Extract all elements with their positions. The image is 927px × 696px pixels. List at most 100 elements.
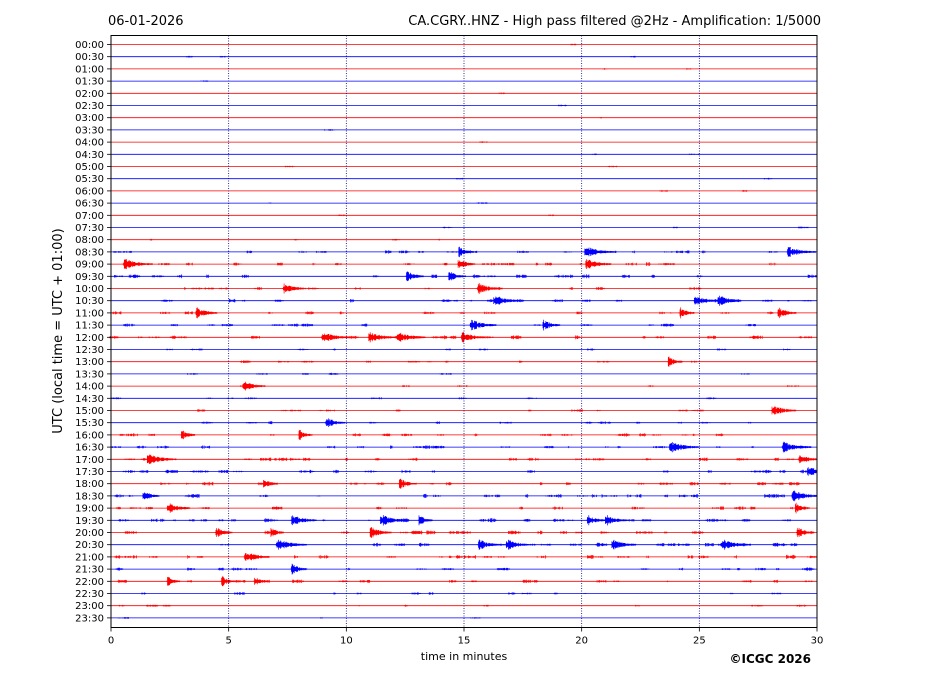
trace-signal-0700 [336,214,554,217]
trace-signal-2130 [115,563,815,575]
chart-title: CA.CGRY..HNZ - High pass filtered @2Hz -… [408,14,821,29]
trace-signal-1930 [118,515,791,526]
trace-signal-1500 [197,406,797,415]
trace-signal-2230 [141,592,782,595]
x-axis-ticks: 0 5 10 15 20 25 30 [108,627,824,647]
trace-signal-2100 [114,553,817,561]
y-axis-label: UTC (local time = UTC + 01:00) [51,228,66,433]
trace-signal-0100 [602,68,692,70]
trace-signal-0630 [268,202,488,204]
y-tick-label: 19:30 [75,516,104,527]
trace-signal-0200 [498,92,506,95]
trace-signal-0230 [558,104,567,107]
trace-signal-0900 [122,259,777,270]
trace-signal-0400 [479,141,489,143]
y-tick-label: 06:00 [75,186,104,197]
trace-signal-0930 [114,271,818,282]
trace-signal-1630 [110,441,812,453]
y-tick-label: 02:00 [75,89,104,100]
trace-signal-0430 [591,153,700,156]
trace-signal-1400 [239,381,800,391]
y-tick-label: 20:30 [75,540,104,551]
y-tick-label: 18:30 [75,491,104,502]
trace-signal-0500 [284,165,618,168]
trace-signal-1100 [111,307,797,319]
x-tick-label: 10 [340,636,353,647]
y-tick-label: 16:00 [75,430,104,441]
y-tick-label: 00:00 [75,40,104,51]
trace-signal-2000 [124,527,815,538]
trace-signal-1030 [160,295,812,306]
y-tick-label: 03:30 [75,125,104,136]
date-label: 06-01-2026 [108,14,184,29]
y-tick-label: 23:30 [75,613,104,624]
y-tick-label: 14:00 [75,382,104,393]
y-tick-label: 18:00 [75,479,104,490]
trace-signal-1730 [122,467,817,476]
trace-signal-0000 [570,43,577,46]
y-tick-label: 21:00 [75,552,104,563]
y-tick-label: 03:00 [75,113,104,124]
y-tick-label: 05:00 [75,162,104,173]
trace-signal-1330 [187,372,750,375]
y-tick-label: 14:30 [75,394,104,405]
time-grid [228,35,700,628]
y-tick-label: 13:30 [75,369,104,380]
x-tick-label: 20 [575,636,588,647]
y-tick-label: 06:30 [75,199,104,210]
y-tick-label: 01:30 [75,77,104,88]
trace-signal-1230 [166,348,791,351]
y-tick-label: 21:30 [75,565,104,576]
y-tick-label: 05:30 [75,174,104,185]
y-tick-label: 12:00 [75,333,104,344]
x-tick-label: 25 [693,636,706,647]
y-tick-label: 08:00 [75,235,104,246]
y-tick-label: 07:30 [75,223,104,234]
trace-signal-1800 [160,478,800,489]
trace-signal-1200 [109,332,812,343]
trace-signal-0300 [598,117,602,119]
trace-signal-1830 [114,490,817,502]
y-tick-label: 19:00 [75,504,104,515]
y-tick-label: 16:30 [75,443,104,454]
y-tick-label: 11:30 [75,321,104,332]
seismic-traces [109,43,818,619]
trace-signal-1430 [111,397,717,400]
trace-signal-2300 [118,604,807,607]
y-tick-label: 11:00 [75,308,104,319]
y-tick-label: 04:30 [75,150,104,161]
trace-signal-0830 [113,246,816,258]
y-tick-label: 08:30 [75,247,104,258]
y-tick-label: 17:30 [75,467,104,478]
x-tick-label: 5 [225,636,231,647]
trace-signal-0730 [442,226,809,229]
y-tick-label: 00:30 [75,52,104,63]
x-tick-label: 30 [811,636,824,647]
x-tick-label: 0 [108,636,114,647]
trace-signal-1300 [240,356,697,367]
y-tick-label: 22:00 [75,577,104,588]
y-tick-label: 15:30 [75,418,104,429]
y-tick-label: 02:30 [75,101,104,112]
trace-signal-1130 [123,319,756,331]
trace-signal-1600 [118,429,724,440]
y-tick-label: 10:30 [75,296,104,307]
x-axis-label: time in minutes [421,650,508,663]
y-tick-label: 13:00 [75,357,104,368]
trace-signal-1700 [123,454,817,464]
trace-signal-0600 [659,190,748,192]
trace-signal-0030 [185,55,636,58]
y-tick-label: 20:00 [75,528,104,539]
trace-signal-0330 [324,129,336,131]
y-tick-label: 09:30 [75,272,104,283]
trace-signal-1530 [201,418,752,427]
y-tick-label: 09:00 [75,260,104,271]
y-tick-label: 12:30 [75,345,104,356]
y-tick-label: 17:00 [75,455,104,466]
trace-signal-0800 [149,238,440,241]
y-tick-label: 07:00 [75,211,104,222]
y-tick-label: 10:00 [75,284,104,295]
trace-signal-0130 [200,80,209,82]
